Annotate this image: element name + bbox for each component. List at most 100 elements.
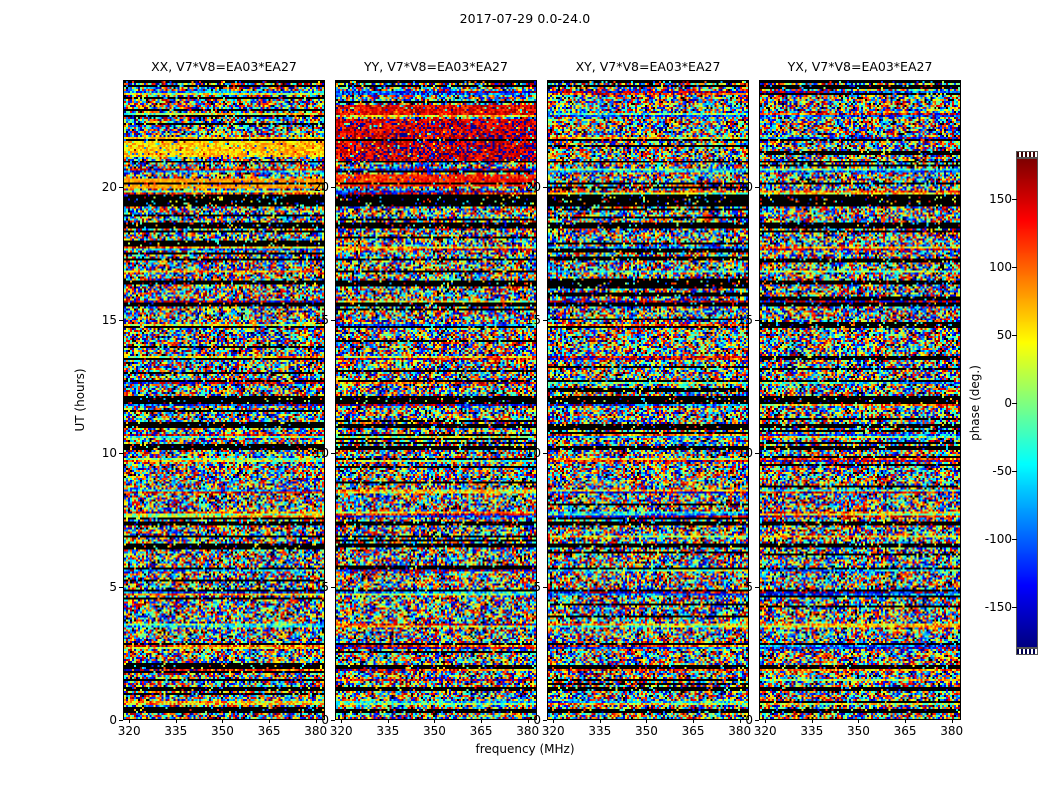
y-tick-label: 10 <box>101 446 117 461</box>
x-tick-label: 380 <box>940 724 964 738</box>
colorbar-tick-mark <box>1012 539 1017 541</box>
y-tick-label: 10 <box>313 446 329 461</box>
y-tick-mark <box>331 453 335 455</box>
colorbar-tick-mark <box>1012 334 1017 336</box>
x-tick-label: 350 <box>422 724 446 738</box>
colorbar-tick-label: 50 <box>996 327 1012 342</box>
y-tick-label: 15 <box>101 313 117 327</box>
x-tick-mark <box>951 719 953 723</box>
x-tick-label: 365 <box>893 724 917 738</box>
y-tick-label: 0 <box>745 713 753 727</box>
y-tick-label: 15 <box>525 313 541 327</box>
x-tick-mark <box>434 719 436 723</box>
x-tick-mark <box>858 719 860 723</box>
y-tick-label: 20 <box>525 179 541 194</box>
x-tick-label: 335 <box>588 724 612 738</box>
colorbar-tick-mark <box>1012 471 1017 473</box>
y-tick-mark <box>755 186 759 188</box>
y-axis-label: UT (hours) <box>73 368 87 432</box>
colorbar-tick-label: -50 <box>992 464 1012 479</box>
colorbar-tick-label: 100 <box>989 259 1012 274</box>
y-tick-label: 10 <box>525 446 541 461</box>
x-tick-label: 320 <box>117 724 141 738</box>
y-tick-mark <box>331 586 335 588</box>
colorbar-tick-mark <box>1012 198 1017 200</box>
y-tick-mark <box>331 720 335 721</box>
x-tick-mark <box>765 719 767 723</box>
y-tick-label: 15 <box>737 313 753 327</box>
x-tick-label: 350 <box>210 724 234 738</box>
x-tick-mark <box>811 719 813 723</box>
y-tick-label: 5 <box>321 579 329 594</box>
panel-title-yy: YY, V7*V8=EA03*EA27 <box>364 59 508 74</box>
x-tick-label: 320 <box>541 724 565 738</box>
x-tick-mark <box>553 719 555 723</box>
heatmap-panel-yy[interactable] <box>335 80 537 720</box>
colorbar-over-cap <box>1016 151 1038 158</box>
y-tick-mark <box>755 320 759 321</box>
colorbar-under-cap <box>1016 648 1038 655</box>
panel-title-xx: XX, V7*V8=EA03*EA27 <box>151 59 297 74</box>
x-tick-mark <box>175 719 177 723</box>
y-tick-mark <box>119 186 123 188</box>
colorbar-tick-mark <box>1012 607 1017 609</box>
x-tick-mark <box>315 719 317 723</box>
y-tick-label: 10 <box>737 446 753 461</box>
y-tick-mark <box>543 186 547 188</box>
x-tick-mark <box>222 719 224 723</box>
x-tick-label: 380 <box>304 724 328 738</box>
y-tick-label: 5 <box>533 579 541 594</box>
y-tick-label: 5 <box>109 579 117 594</box>
y-tick-label: 0 <box>533 713 541 727</box>
colorbar-tick-label: 0 <box>1004 396 1012 410</box>
y-tick-mark <box>755 453 759 455</box>
x-tick-label: 320 <box>753 724 777 738</box>
x-tick-mark <box>599 719 601 723</box>
colorbar-tick-label: -100 <box>984 532 1012 547</box>
y-tick-mark <box>543 320 547 321</box>
x-tick-mark <box>905 719 907 723</box>
colorbar-tick-mark <box>1012 266 1017 268</box>
x-tick-mark <box>387 719 389 723</box>
colorbar-tick-label: -150 <box>984 600 1012 615</box>
y-tick-label: 20 <box>101 179 117 194</box>
panel-title-yx: YX, V7*V8=EA03*EA27 <box>787 59 933 74</box>
y-tick-mark <box>119 586 123 588</box>
y-tick-mark <box>331 186 335 188</box>
y-tick-label: 0 <box>321 713 329 727</box>
heatmap-panel-yx[interactable] <box>759 80 961 720</box>
x-tick-mark <box>739 719 741 723</box>
x-tick-mark <box>269 719 271 723</box>
y-tick-mark <box>755 720 759 721</box>
x-tick-mark <box>646 719 648 723</box>
x-tick-label: 335 <box>800 724 824 738</box>
x-tick-label: 320 <box>329 724 353 738</box>
y-tick-mark <box>331 320 335 321</box>
colorbar-tick-label: 150 <box>989 191 1012 206</box>
y-tick-label: 20 <box>737 179 753 194</box>
x-tick-mark <box>481 719 483 723</box>
y-tick-mark <box>543 586 547 588</box>
heatmap-panel-xx[interactable] <box>123 80 325 720</box>
x-tick-label: 365 <box>257 724 281 738</box>
x-tick-label: 350 <box>634 724 658 738</box>
y-tick-label: 5 <box>745 579 753 594</box>
y-tick-label: 0 <box>109 713 117 727</box>
x-tick-label: 335 <box>164 724 188 738</box>
y-tick-mark <box>119 720 123 721</box>
colorbar <box>1016 158 1038 648</box>
x-axis-label: frequency (MHz) <box>475 742 575 756</box>
colorbar-tick-mark <box>1012 403 1017 404</box>
y-tick-mark <box>755 586 759 588</box>
y-tick-label: 15 <box>313 313 329 327</box>
y-tick-mark <box>119 320 123 321</box>
y-tick-mark <box>543 720 547 721</box>
x-tick-mark <box>527 719 529 723</box>
x-tick-label: 335 <box>376 724 400 738</box>
heatmap-panel-xy[interactable] <box>547 80 749 720</box>
y-tick-label: 20 <box>313 179 329 194</box>
x-tick-label: 380 <box>728 724 752 738</box>
x-tick-label: 350 <box>846 724 870 738</box>
x-tick-label: 365 <box>681 724 705 738</box>
